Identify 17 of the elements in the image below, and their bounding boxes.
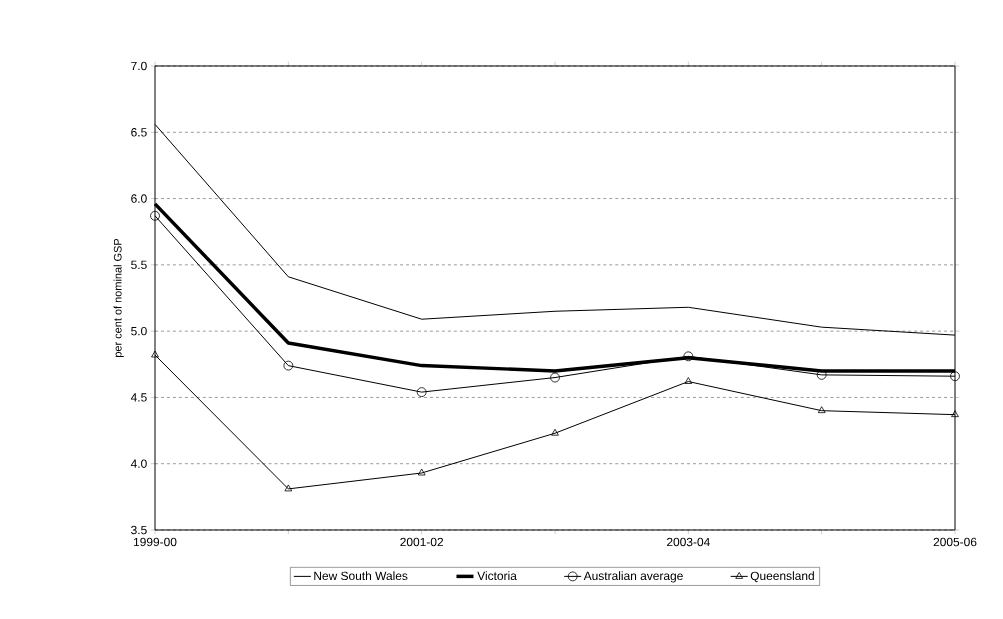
y-tick-label: 5.5	[131, 260, 147, 270]
x-tick-label: 2001-02	[400, 537, 443, 547]
y-tick-label: 4.0	[130, 459, 147, 468]
y-tick-label: 6.5	[131, 128, 147, 137]
y-axis-title: per cent of nominal GSP	[113, 238, 124, 357]
x-tick-label: 2003-04	[667, 537, 710, 547]
x-tick-label: 2005-06	[933, 537, 977, 547]
legend-label: Victoria	[477, 571, 517, 581]
legend-label: Queensland	[750, 571, 814, 583]
legend-label: Australian average	[583, 571, 683, 583]
x-tick-label: 1999-00	[133, 537, 177, 547]
y-tick-label: 7.0	[131, 61, 147, 71]
y-tick-label: 3.5	[131, 525, 147, 535]
y-tick-label: 6.0	[131, 194, 147, 203]
y-tick-label: 5.0	[131, 326, 147, 336]
legend-label: New South Wales	[314, 571, 408, 581]
y-tick-label: 4.5	[130, 393, 147, 402]
